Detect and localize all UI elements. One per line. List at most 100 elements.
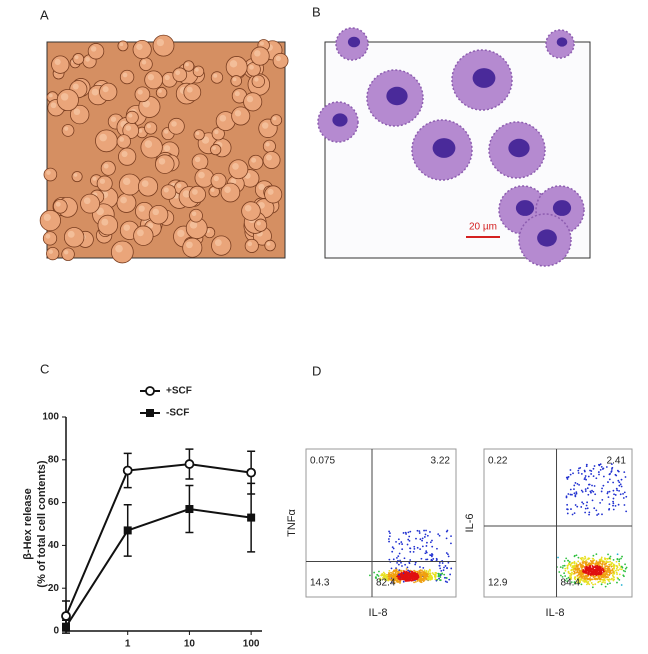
event-dot: [573, 572, 576, 574]
cell-highlight: [48, 93, 53, 98]
event-dot: [621, 566, 624, 569]
cell: [172, 67, 188, 83]
event-dot: [443, 573, 446, 576]
event-dot: [439, 576, 442, 579]
cell-highlight: [254, 77, 259, 82]
quadrant-value: 12.9: [488, 578, 508, 589]
event-dot: [407, 538, 410, 541]
cell-highlight: [246, 95, 254, 103]
event-dot: [598, 574, 601, 577]
cell: [61, 247, 75, 261]
event-dot: [609, 560, 612, 563]
x-axis-label: Antigen (ng/ml): [134, 653, 215, 654]
cell-highlight: [50, 102, 57, 109]
event-dot: [587, 580, 590, 583]
event-dot: [592, 467, 595, 470]
event-dot: [593, 465, 596, 467]
event-dot: [399, 577, 402, 580]
event-dot: [576, 567, 578, 570]
cell-highlight: [213, 73, 218, 78]
event-dot: [411, 573, 413, 576]
event-dot: [576, 577, 579, 580]
event-dot: [583, 469, 586, 472]
event-dot: [618, 578, 621, 581]
event-dot: [373, 571, 376, 574]
event-dot: [441, 562, 444, 564]
event-dot: [595, 560, 598, 563]
event-dot: [436, 578, 439, 581]
event-dot: [419, 581, 422, 583]
cell-highlight: [152, 208, 160, 216]
event-dot: [580, 506, 583, 508]
event-dot: [573, 488, 575, 491]
event-dot: [590, 473, 593, 475]
cell: [99, 82, 118, 101]
event-dot: [402, 577, 404, 579]
cell-highlight: [136, 229, 144, 237]
event-dot: [581, 501, 584, 504]
event-dot: [406, 543, 409, 546]
panel-label: A: [40, 7, 49, 22]
event-dot: [567, 571, 570, 574]
event-dot: [622, 569, 625, 572]
event-dot: [594, 493, 597, 496]
event-dot: [584, 562, 587, 565]
event-dot: [418, 532, 421, 534]
event-dot: [425, 545, 428, 547]
event-dot: [583, 478, 586, 481]
cell: [183, 83, 202, 102]
cell: [116, 134, 131, 149]
event-dot: [592, 557, 595, 560]
event-dot: [403, 557, 406, 560]
event-dot: [611, 562, 613, 565]
event-dot: [436, 558, 438, 561]
quadrant-value: 84.4: [561, 578, 581, 589]
cell-highlight: [213, 175, 219, 182]
event-dot: [437, 533, 440, 536]
cell-highlight: [164, 74, 170, 81]
event-dot: [601, 499, 604, 501]
event-dot: [614, 494, 617, 496]
event-dot: [447, 553, 449, 556]
event-dot: [398, 573, 400, 576]
x-axis-label: IL-8: [546, 607, 565, 619]
event-dot: [613, 572, 616, 575]
cell: [139, 57, 153, 71]
event-dot: [572, 566, 575, 569]
event-dot: [582, 579, 584, 582]
event-dot: [444, 580, 447, 583]
cell-highlight: [163, 187, 169, 193]
event-dot: [608, 478, 611, 481]
event-dot: [573, 581, 576, 584]
event-dot: [623, 491, 626, 494]
event-dot: [612, 504, 614, 507]
event-dot: [585, 478, 587, 481]
cell-highlight: [249, 64, 254, 70]
event-dot: [615, 567, 618, 570]
event-dot: [590, 470, 593, 472]
legend-label: -SCF: [166, 408, 189, 419]
event-dot: [418, 569, 421, 572]
event-dot: [608, 567, 611, 570]
event-dot: [566, 503, 569, 506]
event-dot: [426, 558, 429, 561]
event-dot: [570, 569, 573, 572]
event-dot: [388, 535, 391, 538]
cell-highlight: [212, 146, 216, 150]
event-dot: [612, 481, 615, 484]
event-dot: [608, 578, 611, 581]
cell-highlight: [182, 190, 190, 198]
cell-highlight: [214, 129, 219, 135]
cell: [192, 65, 205, 78]
event-dot: [606, 573, 609, 576]
event-dot: [417, 578, 420, 581]
event-dot: [438, 561, 441, 564]
cell-highlight: [201, 136, 210, 144]
cell: [188, 185, 206, 204]
event-dot: [425, 551, 428, 554]
event-dot: [580, 583, 583, 586]
event-dot: [576, 505, 579, 508]
quadrant-value: 82.4: [376, 578, 396, 589]
event-dot: [609, 582, 611, 585]
event-dot: [580, 557, 583, 559]
